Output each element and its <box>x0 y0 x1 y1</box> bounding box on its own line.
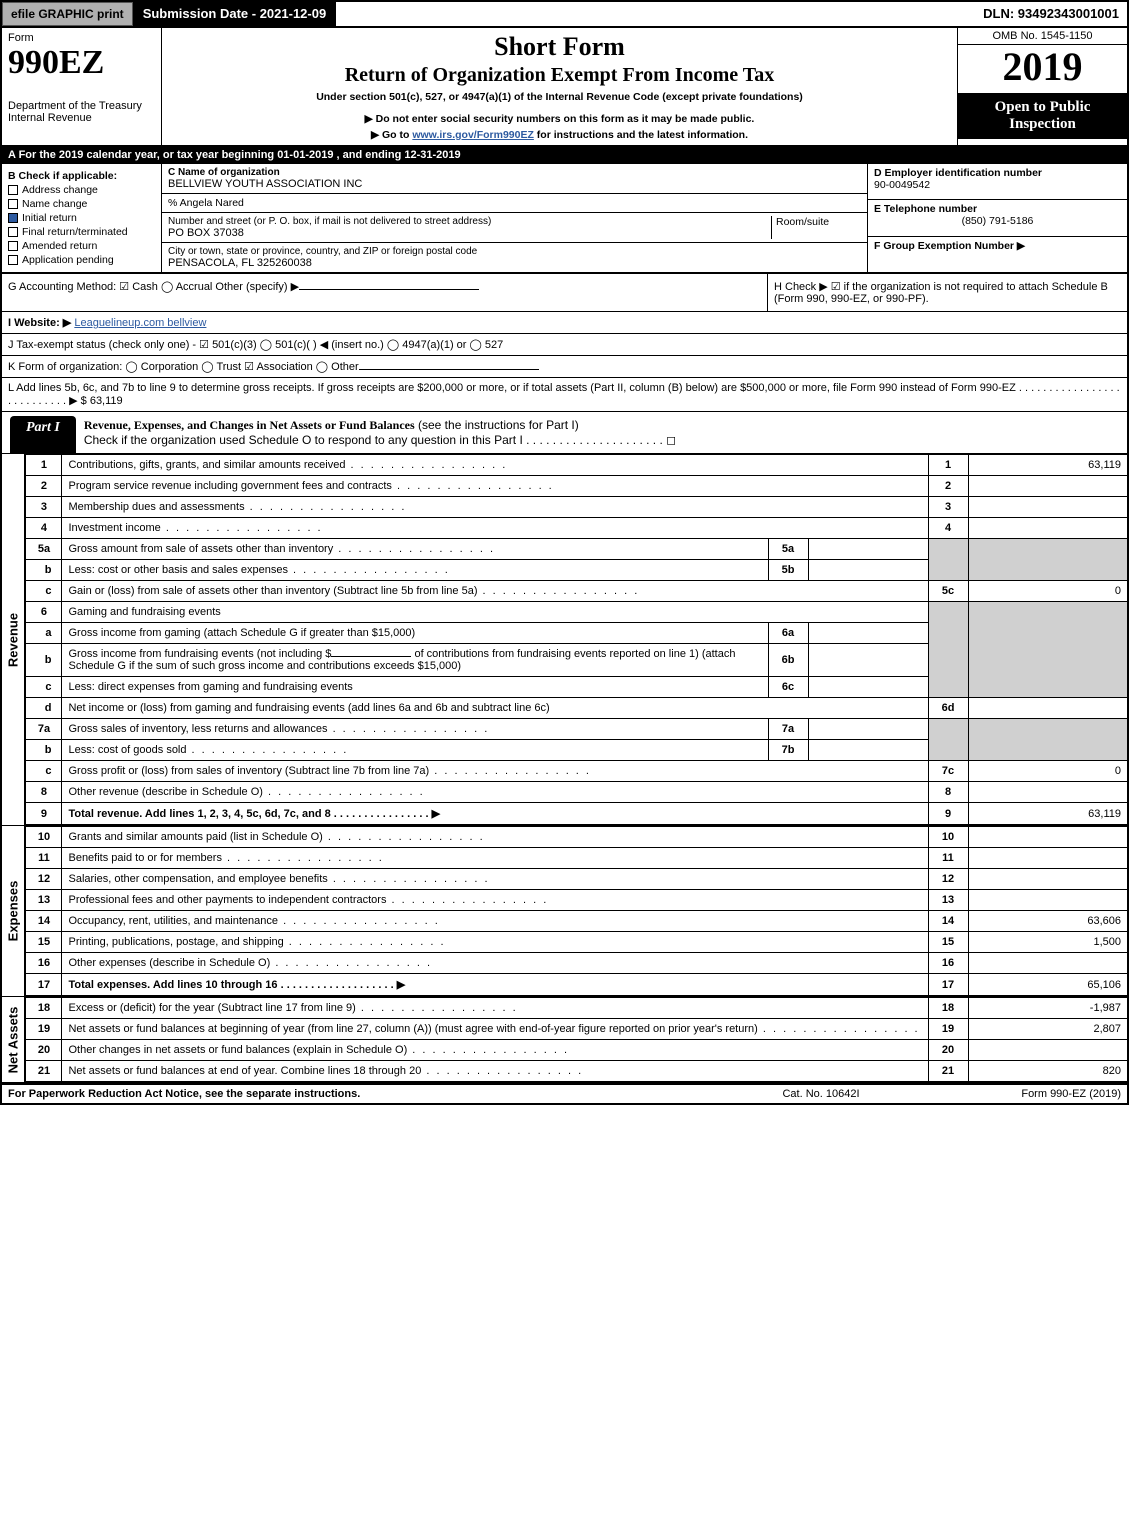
form-word: Form <box>8 32 155 44</box>
addr-label: Number and street (or P. O. box, if mail… <box>168 216 771 227</box>
line-12-amount <box>968 869 1128 890</box>
line-7a-box <box>808 719 928 740</box>
open-to-public: Open to Public Inspection <box>958 93 1127 139</box>
box-def: D Employer identification number 90-0049… <box>867 164 1127 272</box>
info-grid: B Check if applicable: Address change Na… <box>0 164 1129 274</box>
net-assets-side-label: Net Assets <box>0 997 25 1082</box>
row-k-org-form: K Form of organization: ◯ Corporation ◯ … <box>0 356 1129 378</box>
line-7c-amount: 0 <box>968 761 1128 782</box>
phone: (850) 791-5186 <box>874 215 1121 227</box>
check-h: H Check ▶ ☑ if the organization is not r… <box>767 274 1127 311</box>
line-6b-box <box>808 644 928 677</box>
form-header: Form 990EZ Department of the Treasury In… <box>0 28 1129 146</box>
line-11-amount <box>968 848 1128 869</box>
care-of: % Angela Nared <box>162 194 867 213</box>
line-19-amount: 2,807 <box>968 1019 1128 1040</box>
dln: DLN: 93492343001001 <box>975 2 1127 26</box>
part-1-tab: Part I <box>10 416 76 453</box>
form-number: 990EZ <box>8 44 155 82</box>
omb-number: OMB No. 1545-1150 <box>958 28 1127 45</box>
page-footer: For Paperwork Reduction Act Notice, see … <box>0 1084 1129 1105</box>
form-ref: Form 990-EZ (2019) <box>921 1088 1121 1100</box>
line-13-amount <box>968 890 1128 911</box>
net-assets-table: 18Excess or (deficit) for the year (Subt… <box>25 997 1129 1082</box>
expenses-table: 10Grants and similar amounts paid (list … <box>25 826 1129 996</box>
chk-address-change[interactable]: Address change <box>8 184 155 196</box>
row-j-tax-exempt: J Tax-exempt status (check only one) - ☑… <box>0 334 1129 356</box>
tax-year: 2019 <box>958 45 1127 93</box>
line-6a-box <box>808 623 928 644</box>
line-6c-box <box>808 677 928 698</box>
ein: 90-0049542 <box>874 179 1121 191</box>
row-g-h: G Accounting Method: ☑ Cash ◯ Accrual Ot… <box>0 274 1129 312</box>
group-exemption: F Group Exemption Number ▶ <box>868 237 1127 272</box>
line-7b-box <box>808 740 928 761</box>
line-8-amount <box>968 782 1128 803</box>
line-4-amount <box>968 518 1128 539</box>
city: PENSACOLA, FL 325260038 <box>168 257 861 269</box>
line-21-amount: 820 <box>968 1061 1128 1082</box>
line-5c-amount: 0 <box>968 581 1128 602</box>
org-name-label: C Name of organization <box>168 167 861 178</box>
line-10-amount <box>968 827 1128 848</box>
line-17-amount: 65,106 <box>968 974 1128 996</box>
chk-application-pending[interactable]: Application pending <box>8 254 155 266</box>
box-b: B Check if applicable: Address change Na… <box>2 164 162 272</box>
title-short-form: Short Form <box>168 32 951 62</box>
chk-initial-return[interactable]: Initial return <box>8 212 155 224</box>
submission-date: Submission Date - 2021-12-09 <box>133 2 337 26</box>
city-label: City or town, state or province, country… <box>168 246 861 257</box>
line-14-amount: 63,606 <box>968 911 1128 932</box>
part-1-title: Revenue, Expenses, and Changes in Net As… <box>84 418 415 432</box>
subtitle: Under section 501(c), 527, or 4947(a)(1)… <box>168 91 951 103</box>
website-link[interactable]: Leaguelineup.com bellview <box>74 317 206 329</box>
line-6d-amount <box>968 698 1128 719</box>
paperwork-notice: For Paperwork Reduction Act Notice, see … <box>8 1088 721 1100</box>
box-c: C Name of organization BELLVIEW YOUTH AS… <box>162 164 867 272</box>
line-a-period: A For the 2019 calendar year, or tax yea… <box>0 146 1129 164</box>
part-1-check: Check if the organization used Schedule … <box>84 433 676 447</box>
line-15-amount: 1,500 <box>968 932 1128 953</box>
ein-label: D Employer identification number <box>874 167 1121 179</box>
revenue-side-label: Revenue <box>0 454 25 825</box>
part-1-title-note: (see the instructions for Part I) <box>415 418 579 432</box>
accounting-method: G Accounting Method: ☑ Cash ◯ Accrual Ot… <box>2 274 767 311</box>
expenses-side-label: Expenses <box>0 826 25 996</box>
row-i-website: I Website: ▶ Leaguelineup.com bellview <box>0 312 1129 334</box>
part-1-header: Part I Revenue, Expenses, and Changes in… <box>0 412 1129 454</box>
line-20-amount <box>968 1040 1128 1061</box>
addr: PO BOX 37038 <box>168 227 771 239</box>
top-bar: efile GRAPHIC print Submission Date - 20… <box>0 0 1129 28</box>
title-return: Return of Organization Exempt From Incom… <box>168 64 951 87</box>
box-b-label: B Check if applicable: <box>8 170 155 182</box>
efile-print-button[interactable]: efile GRAPHIC print <box>2 2 133 26</box>
line-5b-box <box>808 560 928 581</box>
room-suite-label: Room/suite <box>771 216 861 239</box>
line-5a-box <box>808 539 928 560</box>
line-9-amount: 63,119 <box>968 803 1128 825</box>
irs-link[interactable]: www.irs.gov/Form990EZ <box>412 129 534 141</box>
chk-amended-return[interactable]: Amended return <box>8 240 155 252</box>
line-18-amount: -1,987 <box>968 998 1128 1019</box>
department: Department of the Treasury Internal Reve… <box>8 100 155 124</box>
cat-no: Cat. No. 10642I <box>721 1088 921 1100</box>
phone-label: E Telephone number <box>874 203 1121 215</box>
chk-final-return[interactable]: Final return/terminated <box>8 226 155 238</box>
line-1-amount: 63,119 <box>968 455 1128 476</box>
revenue-table: 1Contributions, gifts, grants, and simil… <box>25 454 1129 825</box>
chk-name-change[interactable]: Name change <box>8 198 155 210</box>
row-l-gross-receipts: L Add lines 5b, 6c, and 7b to line 9 to … <box>0 378 1129 412</box>
line-3-amount <box>968 497 1128 518</box>
org-name: BELLVIEW YOUTH ASSOCIATION INC <box>168 178 861 190</box>
note-ssn: ▶ Do not enter social security numbers o… <box>168 113 951 125</box>
line-2-amount <box>968 476 1128 497</box>
line-16-amount <box>968 953 1128 974</box>
note-goto: ▶ Go to www.irs.gov/Form990EZ for instru… <box>168 129 951 141</box>
